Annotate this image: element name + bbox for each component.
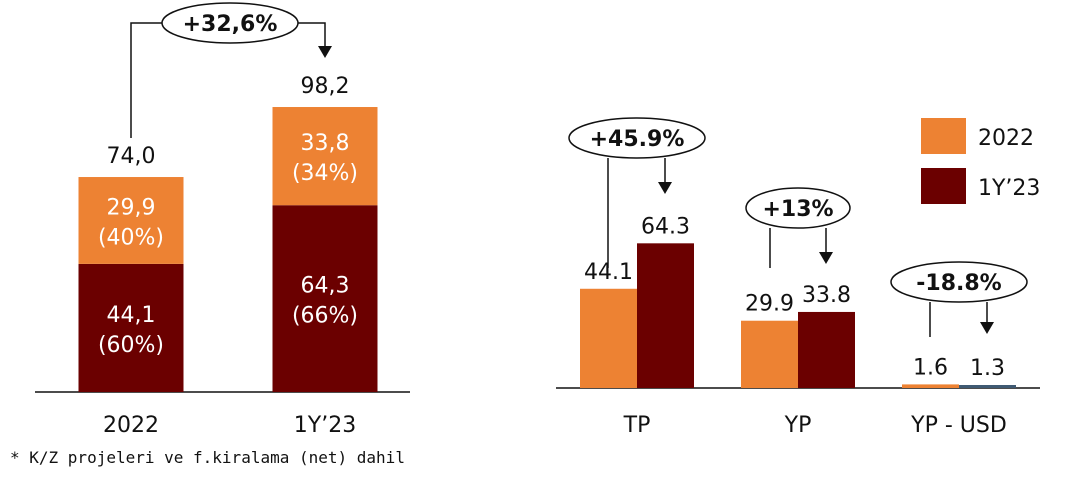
right-growth-0-bubble [568, 117, 706, 159]
left-bar-share-0-0: (60%) [98, 333, 164, 358]
left-growth-connector-start [130, 22, 164, 138]
left-total-label-0: 74,0 [107, 144, 156, 169]
right-bar-0-2 [902, 384, 959, 388]
left-bar-value-1-1: 33,8 [301, 131, 350, 156]
left-growth-arrow-icon [318, 46, 332, 58]
right-bar-1-1 [798, 311, 855, 388]
right-bar-0-1 [741, 320, 798, 388]
left-growth-connector-end [296, 22, 326, 54]
right-growth-arrow-icon-0 [658, 182, 672, 194]
left-bar-top-1 [272, 107, 378, 206]
right-bar-value-1-1: 33.8 [802, 283, 851, 308]
right-growth-2-label: -18.8% [916, 271, 1001, 296]
right-x-tick-0: TP [623, 413, 651, 438]
left-growth-label: +32,6% [183, 12, 278, 37]
right-growth-2-bubble [890, 261, 1028, 303]
left-bar-share-0-1: (66%) [292, 304, 358, 329]
left-bar-share-1-1: (34%) [292, 161, 358, 186]
left-bar-bottom-1 [272, 205, 378, 392]
left-x-tick-1: 1Y’23 [294, 413, 356, 438]
legend-swatch-1 [921, 168, 966, 204]
left-bar-top-0 [78, 177, 184, 264]
left-total-label-1: 98,2 [301, 74, 350, 99]
right-x-tick-1: YP [784, 413, 812, 438]
left-growth-bubble [161, 2, 299, 44]
legend-swatch-0 [921, 118, 966, 154]
right-bar-1-2 [959, 385, 1016, 388]
right-growth-0-label: +45.9% [590, 127, 685, 152]
right-growth-1-bubble [745, 187, 851, 229]
left-bar-bottom-0 [78, 263, 184, 392]
left-bar-value-1-0: 29,9 [107, 195, 156, 220]
right-bar-value-0-1: 29.9 [745, 292, 794, 317]
right-bar-value-1-2: 1.3 [970, 356, 1005, 381]
right-bar-value-1-0: 64.3 [641, 214, 690, 239]
right-bar-value-0-2: 1.6 [913, 355, 948, 380]
left-bar-value-0-1: 64,3 [301, 274, 350, 299]
left-bar-value-0-0: 44,1 [107, 303, 156, 328]
right-growth-arrow-icon-2 [980, 322, 994, 334]
right-bar-1-0 [637, 243, 694, 388]
right-x-tick-2: YP - USD [910, 413, 1007, 438]
footnote: * K/Z projeleri ve f.kiralama (net) dahi… [10, 448, 405, 467]
legend-label-0: 2022 [978, 126, 1034, 151]
legend-label-1: 1Y’23 [978, 176, 1040, 201]
right-growth-arrow-icon-1 [819, 252, 833, 264]
right-bar-0-0 [580, 288, 637, 388]
right-growth-1-label: +13% [762, 197, 833, 222]
left-x-tick-0: 2022 [103, 413, 159, 438]
left-bar-share-1-0: (40%) [98, 225, 164, 250]
